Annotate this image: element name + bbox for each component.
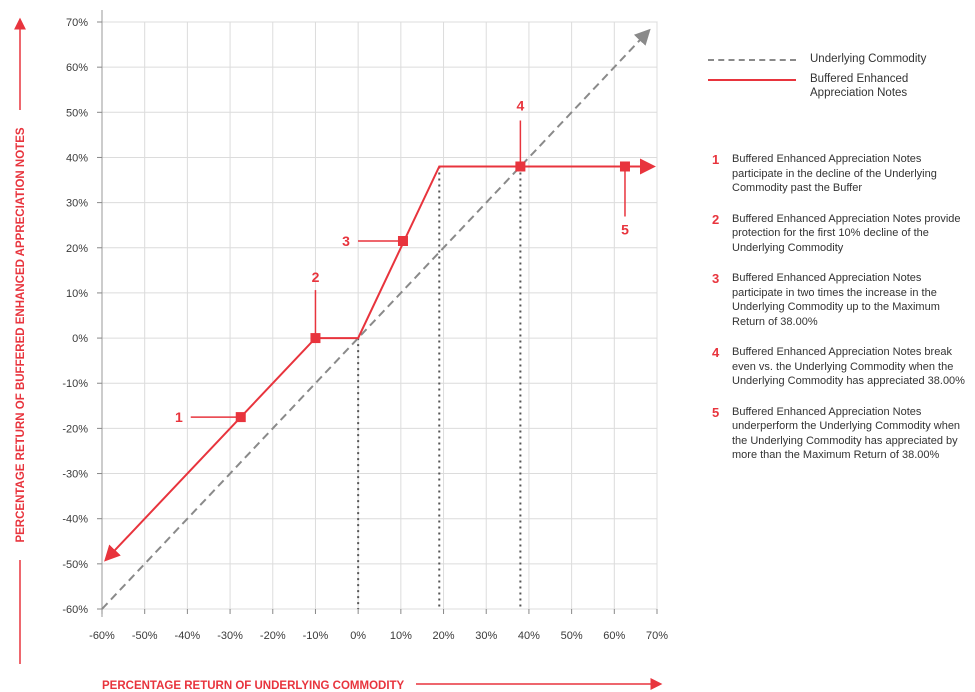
y-tick-label: 50% xyxy=(66,107,88,119)
chart-plot: -60% -50% -40% -30% -20% -10% 0% 10% 20% 30% 40% 50… xyxy=(14,10,668,692)
x-tick-label: -40% xyxy=(175,630,201,642)
y-tick-label: 20% xyxy=(66,243,88,255)
note-item: 4 Buffered Enhanced Appreciation Notes b… xyxy=(708,345,970,389)
x-tick-label: -50% xyxy=(132,630,158,642)
notes-list: 1 Buffered Enhanced Appreciation Notes p… xyxy=(708,152,970,479)
y-tick-label: 30% xyxy=(66,198,88,210)
y-axis-title: PERCENTAGE RETURN OF BUFFERED ENHANCED A… xyxy=(15,127,27,542)
x-tick-label: 30% xyxy=(475,630,497,642)
note-text: Buffered Enhanced Appreciation Notes par… xyxy=(732,272,940,328)
callout-label: 2 xyxy=(312,269,320,285)
note-number: 3 xyxy=(712,271,720,286)
y-tick-label: -60% xyxy=(62,604,88,616)
callout-marker xyxy=(619,161,630,172)
underlying-commodity-line xyxy=(101,28,651,610)
note-number: 1 xyxy=(712,152,720,167)
y-tick-label: 70% xyxy=(66,17,88,29)
x-tick-label: 50% xyxy=(561,630,583,642)
y-tick-label: -10% xyxy=(62,378,88,390)
notes-line xyxy=(104,158,656,562)
legend-swatch-solid xyxy=(708,79,796,81)
x-axis-ticks: -60% -50% -40% -30% -20% -10% 0% 10% 20% 30% 40% 50… xyxy=(89,609,668,642)
x-tick-label: -10% xyxy=(303,630,329,642)
y-axis-title-group: PERCENTAGE RETURN OF BUFFERED ENHANCED A… xyxy=(15,127,27,542)
callouts: 1 2 3 4 5 xyxy=(175,97,630,425)
callout-label: 1 xyxy=(175,409,183,425)
note-item: 5 Buffered Enhanced Appreciation Notes u… xyxy=(708,405,970,463)
x-tick-label: 70% xyxy=(646,630,668,642)
note-text: Buffered Enhanced Appreciation Notes und… xyxy=(732,405,961,462)
callout-marker xyxy=(235,412,246,423)
y-tick-label: -30% xyxy=(62,469,88,481)
x-tick-label: -20% xyxy=(260,630,286,642)
y-tick-label: 0% xyxy=(72,333,88,345)
note-item: 2 Buffered Enhanced Appreciation Notes p… xyxy=(708,212,970,256)
callout-label: 5 xyxy=(621,221,629,237)
x-tick-label: 20% xyxy=(433,630,455,642)
legend-swatch-dashed xyxy=(708,59,796,61)
y-tick-label: -40% xyxy=(62,514,88,526)
legend-item-notes: Buffered Enhanced Appreciation Notes xyxy=(708,72,970,100)
note-text: Buffered Enhanced Appreciation Notes par… xyxy=(732,153,937,194)
series xyxy=(101,28,656,610)
legend-item-underlying: Underlying Commodity xyxy=(708,52,970,66)
grid xyxy=(101,10,658,617)
y-axis-ticks: 70% 60% 50% 40% 30% 20% 10% 0% -10% -20% -30% -40% -… xyxy=(62,17,102,616)
legend: Underlying Commodity Buffered Enhanced A… xyxy=(708,52,970,106)
x-tick-label: -60% xyxy=(89,630,115,642)
callout-marker xyxy=(397,235,408,246)
callout-marker xyxy=(515,161,526,172)
x-tick-label: 0% xyxy=(350,630,366,642)
note-number: 2 xyxy=(712,211,720,227)
y-tick-label: 60% xyxy=(66,62,88,74)
legend-label: Buffered Enhanced Appreciation Notes xyxy=(810,73,909,99)
y-tick-label: -50% xyxy=(62,559,88,571)
note-item: 1 Buffered Enhanced Appreciation Notes p… xyxy=(708,152,970,196)
note-text: Buffered Enhanced Appreciation Notes bre… xyxy=(732,346,965,387)
x-tick-label: -30% xyxy=(217,630,243,642)
x-tick-label: 10% xyxy=(390,630,412,642)
y-tick-label: -20% xyxy=(62,423,88,435)
x-tick-label: 60% xyxy=(603,630,625,642)
x-tick-label: 40% xyxy=(518,630,540,642)
y-tick-label: 10% xyxy=(66,288,88,300)
callout-marker xyxy=(310,333,321,344)
note-number: 4 xyxy=(712,345,720,360)
legend-label: Underlying Commodity xyxy=(810,53,927,65)
note-number: 5 xyxy=(712,404,720,420)
note-text: Buffered Enhanced Appreciation Notes pro… xyxy=(732,212,961,254)
note-item: 3 Buffered Enhanced Appreciation Notes p… xyxy=(708,271,970,329)
y-tick-label: 40% xyxy=(66,152,88,164)
reference-lines xyxy=(357,166,522,609)
callout-label: 3 xyxy=(342,233,350,249)
callout-label: 4 xyxy=(516,97,524,113)
x-axis-title: PERCENTAGE RETURN OF UNDERLYING COMMODIT… xyxy=(102,680,405,692)
